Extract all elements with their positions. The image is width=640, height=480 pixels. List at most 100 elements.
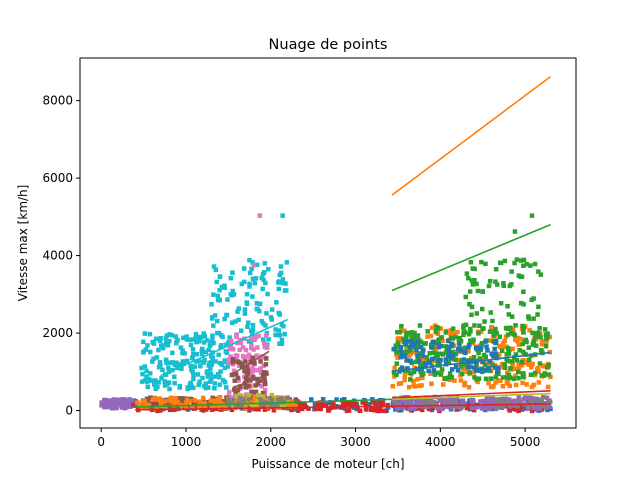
scatter-point bbox=[244, 392, 249, 397]
scatter-point bbox=[397, 369, 402, 374]
scatter-point bbox=[492, 346, 497, 352]
scatter-point bbox=[439, 398, 444, 403]
scatter-point bbox=[521, 302, 526, 307]
scatter-point bbox=[227, 357, 232, 362]
scatter-point bbox=[438, 372, 443, 377]
scatter-point bbox=[547, 399, 553, 404]
scatter-point bbox=[279, 337, 285, 343]
scatter-point bbox=[162, 399, 168, 404]
scatter-point bbox=[174, 340, 179, 346]
scatter-point bbox=[466, 349, 471, 354]
scatter-point bbox=[516, 406, 521, 412]
scatter-point bbox=[252, 280, 257, 286]
scatter-point bbox=[426, 368, 431, 374]
scatter-point bbox=[193, 336, 198, 341]
scatter-point bbox=[403, 339, 409, 344]
scatter-point bbox=[529, 213, 535, 218]
scatter-point bbox=[458, 348, 463, 353]
scatter-point bbox=[217, 298, 222, 303]
scatter-point bbox=[483, 261, 488, 267]
scatter-point bbox=[266, 337, 271, 342]
scatter-point bbox=[213, 398, 218, 403]
scatter-point bbox=[488, 376, 494, 381]
scatter-point bbox=[508, 366, 513, 371]
scatter-point bbox=[463, 322, 469, 328]
scatter-point bbox=[409, 330, 414, 335]
plot-area bbox=[99, 75, 553, 414]
scatter-point bbox=[531, 405, 537, 411]
scatter-point bbox=[520, 341, 525, 347]
scatter-point bbox=[402, 354, 408, 359]
scatter-point bbox=[396, 381, 402, 386]
scatter-point bbox=[488, 338, 493, 343]
scatter-point bbox=[203, 349, 208, 355]
scatter-point bbox=[103, 401, 108, 406]
scatter-point bbox=[157, 338, 163, 344]
scatter-point bbox=[504, 356, 509, 362]
scatter-point bbox=[535, 397, 540, 402]
scatter-point bbox=[242, 311, 248, 316]
scatter-point bbox=[540, 363, 546, 368]
scatter-point bbox=[246, 393, 252, 398]
scatter-point bbox=[499, 348, 505, 353]
scatter-point bbox=[163, 336, 169, 341]
scatter-point bbox=[450, 336, 456, 341]
scatter-point bbox=[216, 352, 221, 358]
scatter-point bbox=[399, 349, 405, 355]
scatter-point bbox=[466, 332, 472, 337]
scatter-point bbox=[430, 402, 435, 407]
scatter-point bbox=[281, 324, 286, 329]
scatter-point bbox=[264, 330, 270, 336]
scatter-point bbox=[436, 326, 441, 331]
scatter-point bbox=[226, 360, 231, 365]
scatter-point bbox=[369, 407, 374, 412]
scatter-point bbox=[485, 363, 490, 368]
scatter-point bbox=[409, 408, 414, 413]
scatter-point bbox=[279, 403, 285, 409]
scatter-point bbox=[530, 361, 535, 367]
scatter-point bbox=[208, 371, 214, 377]
scatter-point bbox=[238, 393, 243, 398]
scatter-point bbox=[267, 395, 273, 401]
scatter-point bbox=[167, 338, 172, 344]
scatter-point bbox=[394, 361, 399, 366]
scatter-point bbox=[209, 362, 214, 367]
scatter-point bbox=[140, 371, 145, 377]
scatter-point bbox=[467, 398, 472, 403]
scatter-point bbox=[343, 400, 348, 406]
scatter-point bbox=[273, 398, 279, 404]
scatter-point bbox=[144, 374, 149, 379]
scatter-point bbox=[472, 365, 477, 371]
scatter-point bbox=[210, 355, 216, 361]
scatter-point bbox=[469, 304, 475, 310]
scatter-point bbox=[462, 380, 468, 386]
scatter-point bbox=[273, 332, 278, 338]
scatter-point bbox=[527, 328, 532, 333]
scatter-point bbox=[493, 397, 498, 402]
scatter-point bbox=[184, 400, 189, 405]
scatter-point bbox=[429, 345, 434, 350]
scatter-point bbox=[205, 400, 211, 405]
scatter-point bbox=[264, 333, 269, 338]
scatter-point bbox=[532, 370, 538, 376]
scatter-point bbox=[463, 294, 468, 300]
scatter-point bbox=[207, 379, 213, 384]
scatter-point bbox=[481, 326, 486, 331]
scatter-point bbox=[99, 403, 104, 408]
scatter-point bbox=[257, 308, 262, 314]
scatter-point bbox=[212, 313, 218, 318]
scatter-point bbox=[468, 326, 473, 332]
scatter-point bbox=[537, 361, 543, 366]
scatter-point bbox=[367, 401, 372, 407]
scatter-point bbox=[455, 368, 461, 373]
scatter-point bbox=[450, 342, 455, 347]
scatter-point bbox=[261, 376, 266, 381]
scatter-point bbox=[521, 405, 526, 410]
scatter-point bbox=[163, 357, 169, 362]
scatter-point bbox=[414, 347, 419, 353]
scatter-point bbox=[466, 345, 471, 350]
scatter-point bbox=[148, 406, 153, 411]
scatter-point bbox=[235, 340, 240, 346]
scatter-point bbox=[156, 380, 161, 385]
scatter-point bbox=[493, 351, 499, 356]
